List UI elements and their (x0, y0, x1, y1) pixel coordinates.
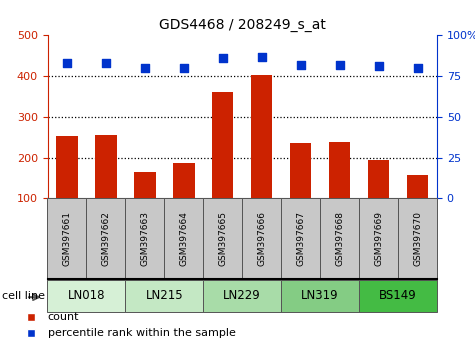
Text: GSM397669: GSM397669 (374, 211, 383, 267)
Bar (242, 198, 281, 280)
Bar (368, 160, 390, 239)
Text: LN018: LN018 (68, 289, 105, 302)
Point (180, 65, 188, 71)
Bar (290, 143, 312, 239)
Text: GSM397664: GSM397664 (180, 211, 188, 267)
Bar (95, 135, 117, 239)
Text: LN229: LN229 (223, 289, 261, 302)
Bar (212, 92, 234, 239)
Bar (125, 280, 203, 312)
Text: GSM397668: GSM397668 (335, 211, 344, 267)
Point (141, 65, 149, 71)
Bar (251, 75, 273, 239)
Text: BS149: BS149 (379, 289, 417, 302)
Text: LN215: LN215 (145, 289, 183, 302)
Point (258, 54, 266, 59)
Bar (203, 198, 242, 280)
Bar (398, 198, 437, 280)
Bar (359, 198, 398, 280)
Bar (281, 198, 320, 280)
Text: GSM397662: GSM397662 (102, 211, 110, 267)
Bar (407, 175, 428, 239)
Bar (56, 136, 78, 239)
Bar (359, 280, 437, 312)
Text: LN319: LN319 (301, 289, 339, 302)
Point (102, 60, 110, 66)
Bar (164, 198, 203, 280)
Point (336, 62, 343, 68)
Text: GSM397666: GSM397666 (257, 211, 266, 267)
Bar (173, 163, 195, 239)
Bar (48, 198, 86, 280)
Point (297, 62, 304, 68)
Bar (86, 198, 125, 280)
Text: GSM397661: GSM397661 (63, 211, 71, 267)
Text: GSM397667: GSM397667 (296, 211, 305, 267)
Title: GDS4468 / 208249_s_at: GDS4468 / 208249_s_at (159, 18, 326, 32)
Bar (281, 280, 359, 312)
Text: GSM397670: GSM397670 (413, 211, 422, 267)
Point (414, 65, 421, 71)
Bar (203, 280, 281, 312)
Text: count: count (48, 312, 79, 322)
Bar (134, 172, 156, 239)
Bar (329, 142, 351, 239)
Text: GSM397663: GSM397663 (141, 211, 149, 267)
Point (219, 55, 227, 61)
Text: cell line: cell line (2, 291, 46, 301)
Point (375, 63, 382, 69)
Point (63, 60, 71, 66)
Bar (320, 198, 359, 280)
Text: percentile rank within the sample: percentile rank within the sample (48, 328, 236, 338)
Bar (125, 198, 164, 280)
Text: GSM397665: GSM397665 (218, 211, 227, 267)
Bar (48, 280, 125, 312)
